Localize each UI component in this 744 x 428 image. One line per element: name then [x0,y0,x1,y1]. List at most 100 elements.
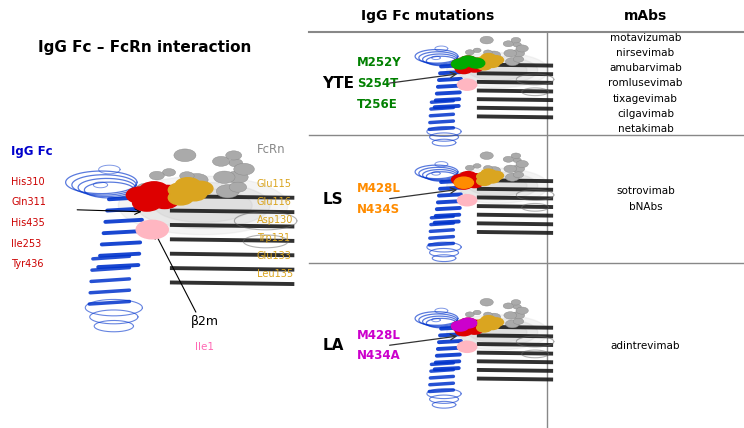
Circle shape [484,312,493,317]
Circle shape [126,187,155,203]
Circle shape [516,45,528,52]
Circle shape [460,172,477,181]
Circle shape [460,56,477,66]
Circle shape [467,58,485,68]
Text: IgG Fc mutations: IgG Fc mutations [361,9,495,23]
Circle shape [466,324,483,334]
Circle shape [452,59,469,69]
Circle shape [460,56,477,66]
Circle shape [505,320,519,328]
Text: Glu115: Glu115 [257,179,292,189]
Circle shape [477,172,492,181]
Text: Asp130: Asp130 [257,215,293,225]
Circle shape [452,321,469,331]
Text: His310: His310 [11,177,45,187]
Circle shape [188,181,213,196]
Circle shape [162,169,176,176]
Polygon shape [458,172,538,199]
Circle shape [473,163,481,168]
Text: Ile1: Ile1 [195,342,214,352]
Circle shape [458,319,469,326]
Circle shape [150,192,179,208]
Circle shape [465,165,475,170]
Circle shape [503,156,513,162]
Text: Leu135: Leu135 [257,269,293,279]
Circle shape [511,37,521,43]
Circle shape [513,158,522,163]
Circle shape [489,56,504,64]
Circle shape [458,195,477,206]
Circle shape [467,58,485,68]
Text: mAbs: mAbs [623,9,667,23]
Circle shape [467,174,485,184]
Circle shape [504,312,517,319]
Circle shape [480,152,493,160]
Polygon shape [136,182,270,229]
Text: FcRn: FcRn [257,143,285,156]
Circle shape [473,48,481,53]
Circle shape [455,326,472,336]
Circle shape [136,183,156,195]
Text: Gln311: Gln311 [11,197,46,208]
Circle shape [455,64,472,74]
Circle shape [168,190,193,205]
Circle shape [174,149,196,162]
Circle shape [465,50,475,55]
Circle shape [481,316,496,324]
Text: LA: LA [322,338,344,353]
Circle shape [489,171,504,180]
Circle shape [487,313,501,321]
Circle shape [489,318,504,327]
Text: M252Y: M252Y [357,56,402,69]
Circle shape [132,195,161,211]
Circle shape [460,318,477,328]
Polygon shape [154,188,252,223]
Circle shape [513,172,524,178]
Text: T256E: T256E [357,98,398,110]
Polygon shape [446,168,548,203]
Circle shape [513,304,522,309]
Circle shape [516,307,528,314]
Circle shape [513,56,524,62]
Circle shape [516,160,528,168]
Circle shape [512,50,525,57]
Circle shape [487,51,501,59]
Circle shape [477,319,492,327]
Circle shape [465,312,475,317]
Circle shape [512,312,525,319]
Circle shape [503,41,513,47]
Text: S254T: S254T [357,77,398,90]
Circle shape [512,165,525,172]
Text: sotrovimab
bNAbs: sotrovimab bNAbs [616,187,675,211]
Circle shape [477,324,492,332]
Circle shape [229,159,243,167]
Polygon shape [458,318,538,346]
Circle shape [466,178,483,187]
Circle shape [226,171,248,183]
Circle shape [466,62,483,72]
Text: Ile253: Ile253 [11,238,42,249]
Polygon shape [468,175,527,196]
Circle shape [168,183,193,197]
Circle shape [182,187,207,201]
Circle shape [504,50,517,57]
Circle shape [140,182,168,198]
Circle shape [176,178,200,192]
Circle shape [505,173,519,181]
Circle shape [234,163,254,175]
Polygon shape [118,176,288,235]
Text: N434A: N434A [357,349,401,363]
Circle shape [487,166,501,174]
Circle shape [452,175,469,184]
Circle shape [452,321,469,331]
Circle shape [214,171,235,183]
Polygon shape [458,56,538,84]
Text: adintrevimab: adintrevimab [611,341,680,351]
Circle shape [484,50,493,55]
Circle shape [477,177,492,185]
Text: IgG Fc: IgG Fc [11,146,53,158]
Circle shape [217,185,240,198]
Polygon shape [446,315,548,350]
Circle shape [150,171,164,180]
Text: M428L: M428L [357,329,401,342]
